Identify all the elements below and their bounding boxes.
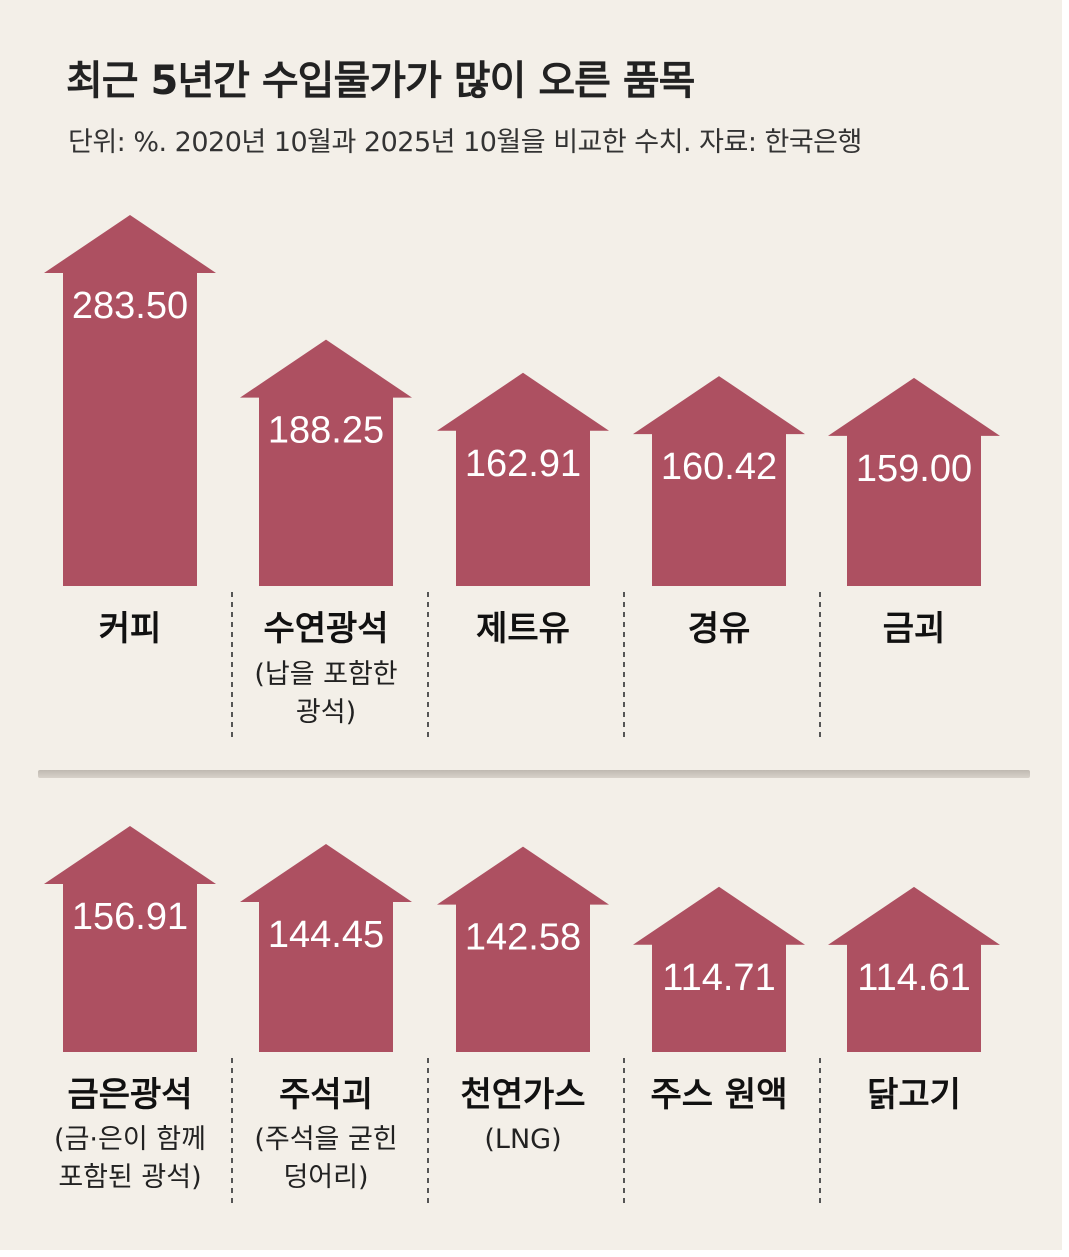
bar-arrow bbox=[828, 886, 1000, 1052]
value-label: 156.91 bbox=[72, 896, 188, 938]
bar-arrow bbox=[240, 843, 412, 1052]
row-divider bbox=[38, 770, 1030, 778]
category-note: 광석) bbox=[296, 697, 356, 728]
category-label: 금괴 bbox=[883, 609, 946, 649]
category-label: 수연광석 bbox=[263, 609, 388, 649]
category-label: 주스 원액 bbox=[651, 1075, 788, 1115]
category-label: 금은광석 bbox=[67, 1075, 192, 1115]
bar-arrow bbox=[44, 826, 216, 1052]
bar-arrow bbox=[44, 215, 216, 586]
bar-arrow bbox=[633, 886, 805, 1052]
category-note: (LNG) bbox=[484, 1124, 561, 1155]
category-label: 주석괴 bbox=[279, 1075, 373, 1115]
value-label: 144.45 bbox=[268, 914, 384, 956]
category-note: (납을 포함한 bbox=[254, 659, 397, 690]
bar-arrow bbox=[437, 372, 609, 586]
bar-arrow bbox=[828, 377, 1000, 586]
chart-title: 최근 5년간 수입물가가 많이 오른 품목 bbox=[66, 58, 695, 104]
category-note: (금·은이 함께 bbox=[54, 1124, 206, 1155]
bar-arrow bbox=[240, 339, 412, 586]
category-note: 덩어리) bbox=[283, 1162, 368, 1193]
bar-arrow bbox=[437, 846, 609, 1052]
chart-subtitle: 단위: %. 2020년 10월과 2025년 10월을 비교한 수치. 자료:… bbox=[68, 127, 862, 158]
value-label: 159.00 bbox=[856, 448, 972, 490]
value-label: 160.42 bbox=[661, 446, 777, 488]
value-label: 162.91 bbox=[465, 443, 581, 485]
bar-arrow bbox=[633, 376, 805, 586]
value-label: 114.71 bbox=[662, 957, 775, 999]
value-label: 142.58 bbox=[465, 917, 581, 959]
value-label: 114.61 bbox=[857, 957, 970, 999]
value-label: 283.50 bbox=[72, 285, 188, 327]
category-label: 천연가스 bbox=[460, 1075, 585, 1115]
category-label: 경유 bbox=[688, 609, 751, 649]
category-note: (주석을 굳힌 bbox=[254, 1124, 397, 1155]
category-note: 포함된 광석) bbox=[58, 1162, 201, 1193]
category-label: 제트유 bbox=[476, 609, 570, 649]
category-label: 커피 bbox=[99, 609, 162, 649]
category-label: 닭고기 bbox=[867, 1075, 961, 1115]
value-label: 188.25 bbox=[268, 410, 384, 452]
